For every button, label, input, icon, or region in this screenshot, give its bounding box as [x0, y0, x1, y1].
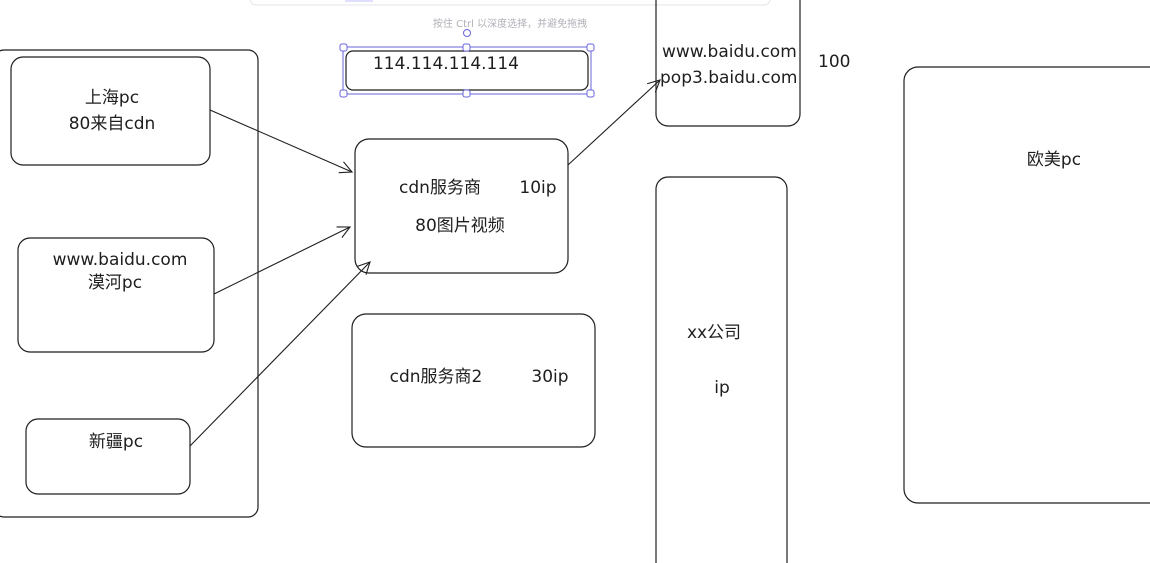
- node-text: 80来自cdn: [69, 114, 156, 134]
- node-text: 欧美pc: [1027, 150, 1081, 170]
- node-shanghai[interactable]: [10, 56, 211, 166]
- node-text: 30ip: [531, 367, 568, 387]
- node-text: www.baidu.com: [662, 42, 797, 62]
- arrow: [209, 109, 352, 172]
- node-cdn1[interactable]: [354, 138, 569, 274]
- node-text: cdn服务商: [399, 178, 481, 198]
- node-baidu[interactable]: [17, 237, 215, 353]
- node-text: 上海pc: [85, 88, 139, 108]
- node-text: 10ip: [519, 178, 556, 198]
- selected-text: 114.114.114.114: [373, 54, 519, 74]
- node-cdn2[interactable]: [351, 313, 596, 448]
- node-text: ip: [714, 378, 730, 398]
- arrow: [567, 80, 660, 166]
- node-text: 漠河pc: [88, 273, 142, 293]
- node-text: 新疆pc: [89, 432, 143, 452]
- toolbar[interactable]: [249, 0, 771, 6]
- node-text: www.baidu.com: [53, 250, 188, 270]
- node-text: 100: [818, 52, 850, 72]
- hint: 按住 Ctrl 以深度选择，并避免拖拽: [433, 17, 587, 30]
- node-text: pop3.baidu.com: [660, 68, 797, 88]
- arrow: [213, 227, 350, 295]
- toolbar-tool[interactable]: [345, 0, 373, 2]
- container[interactable]: [0, 49, 259, 518]
- node-europe[interactable]: [903, 66, 1150, 504]
- arrow: [189, 262, 370, 447]
- node-text: cdn服务商2: [390, 367, 483, 387]
- node-text: 80图片视频: [415, 216, 505, 236]
- node-dns[interactable]: [655, 0, 801, 127]
- node-xx[interactable]: [655, 176, 788, 563]
- node-xinjiang[interactable]: [25, 418, 191, 495]
- node-text: xx公司: [687, 323, 741, 343]
- selection-handles[interactable]: [339, 29, 595, 98]
